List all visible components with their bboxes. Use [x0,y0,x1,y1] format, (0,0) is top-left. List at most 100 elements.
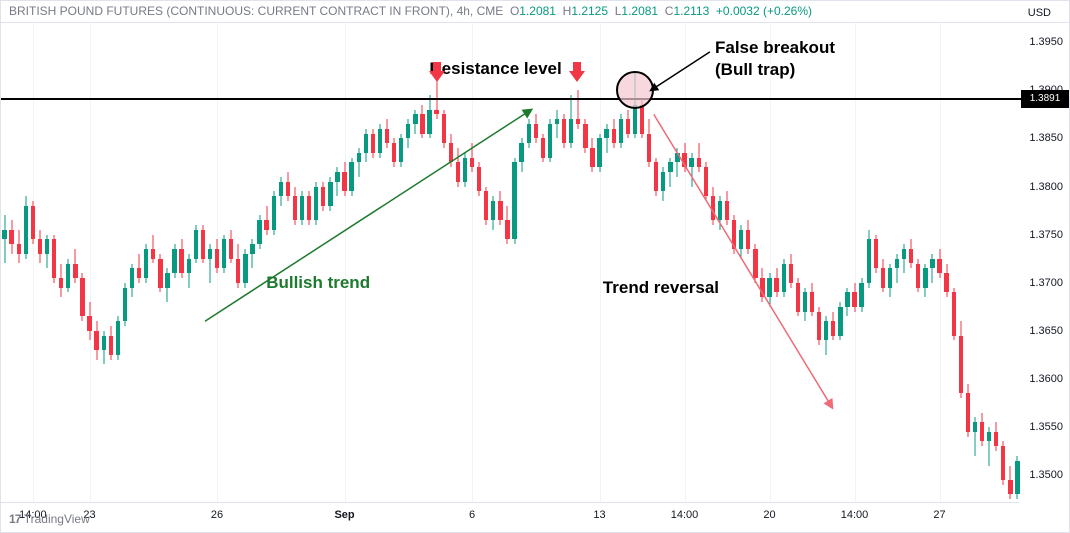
candle[interactable] [952,23,956,504]
annotation-trend-reversal[interactable]: Trend reversal [603,278,719,298]
down-arrow-icon-2[interactable] [569,62,585,82]
candle[interactable] [959,23,963,504]
candle[interactable] [824,23,828,504]
candle[interactable] [406,23,410,504]
candle[interactable] [236,23,240,504]
candle[interactable] [24,23,28,504]
candle[interactable] [116,23,120,504]
candle[interactable] [364,23,368,504]
candle[interactable] [597,23,601,504]
candle[interactable] [151,23,155,504]
candle[interactable] [427,23,431,504]
candle[interactable] [746,23,750,504]
candle[interactable] [144,23,148,504]
candle[interactable] [994,23,998,504]
candle[interactable] [385,23,389,504]
candle[interactable] [371,23,375,504]
candle[interactable] [803,23,807,504]
candle[interactable] [321,23,325,504]
candle[interactable] [165,23,169,504]
candle[interactable] [1015,23,1019,504]
candle[interactable] [250,23,254,504]
candle[interactable] [378,23,382,504]
candle[interactable] [399,23,403,504]
annotation-bullish-trend[interactable]: Bullish trend [266,273,370,293]
candle[interactable] [711,23,715,504]
candle[interactable] [881,23,885,504]
candle[interactable] [491,23,495,504]
candle[interactable] [590,23,594,504]
candle[interactable] [286,23,290,504]
candle[interactable] [782,23,786,504]
candle[interactable] [279,23,283,504]
candle[interactable] [434,23,438,504]
candle[interactable] [229,23,233,504]
candle[interactable] [264,23,268,504]
candle[interactable] [109,23,113,504]
candle[interactable] [852,23,856,504]
candle[interactable] [817,23,821,504]
candle[interactable] [505,23,509,504]
annotation-resistance-level[interactable]: Resistance level [429,59,561,79]
candle[interactable] [158,23,162,504]
down-arrow-icon-1[interactable] [429,62,445,82]
candle[interactable] [38,23,42,504]
candle[interactable] [257,23,261,504]
candle[interactable] [9,23,13,504]
candle[interactable] [208,23,212,504]
candle[interactable] [52,23,56,504]
candle[interactable] [682,23,686,504]
candle[interactable] [456,23,460,504]
candle[interactable] [753,23,757,504]
candle[interactable] [293,23,297,504]
candle[interactable] [774,23,778,504]
candle[interactable] [909,23,913,504]
candle[interactable] [767,23,771,504]
candle[interactable] [583,23,587,504]
candle[interactable] [668,23,672,504]
candle[interactable] [243,23,247,504]
candle[interactable] [569,23,573,504]
candle[interactable] [512,23,516,504]
candle[interactable] [449,23,453,504]
candle[interactable] [179,23,183,504]
candle[interactable] [519,23,523,504]
candle[interactable] [838,23,842,504]
candle[interactable] [420,23,424,504]
candle[interactable] [534,23,538,504]
candle[interactable] [87,23,91,504]
candle[interactable] [725,23,729,504]
candle[interactable] [541,23,545,504]
candle[interactable] [1001,23,1005,504]
candle[interactable] [123,23,127,504]
resistance-line[interactable] [1,98,1069,100]
interval[interactable]: 4h [457,4,470,18]
candle[interactable] [675,23,679,504]
candle[interactable] [527,23,531,504]
candle[interactable] [73,23,77,504]
candle[interactable] [859,23,863,504]
candle[interactable] [80,23,84,504]
candle[interactable] [201,23,205,504]
candle[interactable] [987,23,991,504]
candle[interactable] [222,23,226,504]
candle[interactable] [442,23,446,504]
candle[interactable] [66,23,70,504]
candle[interactable] [739,23,743,504]
candle[interactable] [604,23,608,504]
candle[interactable] [697,23,701,504]
candle[interactable] [17,23,21,504]
candle[interactable] [888,23,892,504]
annotation-false-breakout[interactable]: False breakout(Bull trap) [715,37,835,80]
candle[interactable] [342,23,346,504]
candle[interactable] [944,23,948,504]
candle[interactable] [789,23,793,504]
candle[interactable] [172,23,176,504]
candle[interactable] [562,23,566,504]
candle[interactable] [2,23,6,504]
candle[interactable] [973,23,977,504]
candle[interactable] [980,23,984,504]
candle[interactable] [867,23,871,504]
candle[interactable] [335,23,339,504]
candle[interactable] [895,23,899,504]
